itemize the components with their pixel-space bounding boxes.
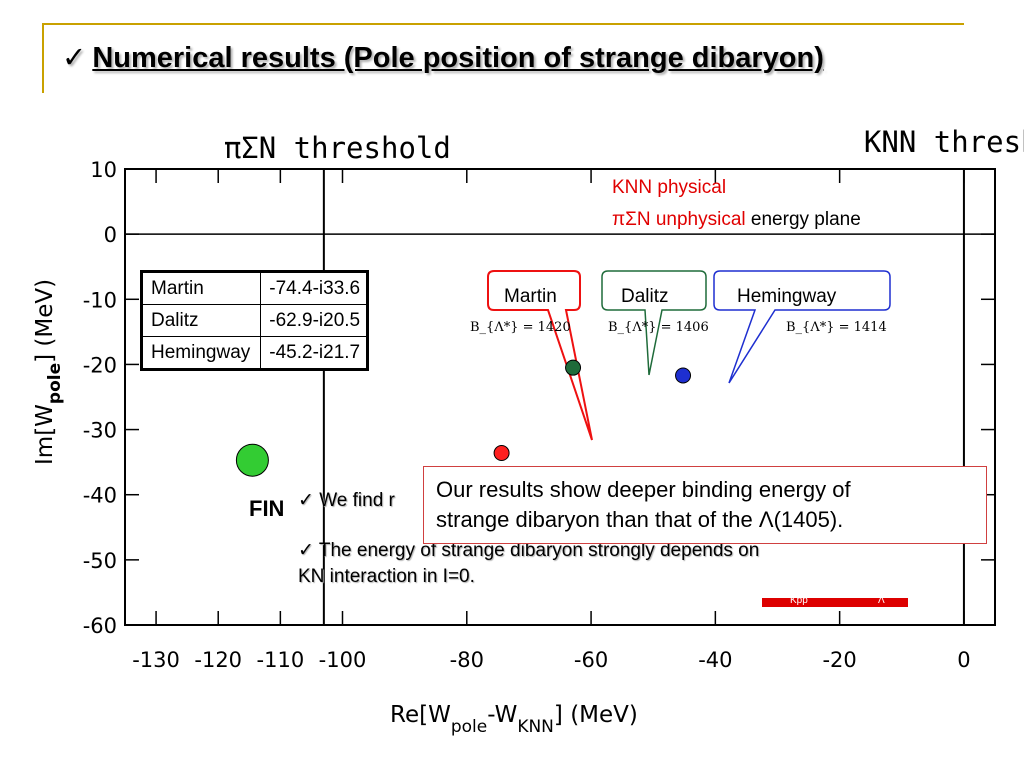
x-axis-title: Re[Wpole-WKNN] (MeV) xyxy=(390,702,638,737)
x-axis-title-sub1: pole xyxy=(451,717,487,737)
x-axis-title-end: ] (MeV) xyxy=(554,702,638,728)
martin-binding-energy: B_{Λ*} = 1420 xyxy=(470,320,571,335)
y-tick-label: 0 xyxy=(104,223,117,247)
redbar-right-text: Λ xyxy=(878,595,885,606)
pole-table: Martin -74.4-i33.6 Dalitz -62.9-i20.5 He… xyxy=(140,270,370,371)
x-tick-label: -110 xyxy=(257,648,305,672)
martin-point xyxy=(493,445,510,462)
left-rule xyxy=(42,23,44,93)
x-axis-title-mid: -W xyxy=(487,702,517,728)
dalitz-binding-energy: B_{Λ*} = 1406 xyxy=(608,320,709,335)
dalitz-point xyxy=(565,359,582,376)
x-tick-label: -80 xyxy=(450,648,484,672)
x-axis-title-sub2: KNN xyxy=(517,717,554,737)
result-line-2: strange dibaryon than that of the Λ(1405… xyxy=(436,507,844,532)
check-icon: ✓ xyxy=(62,40,87,74)
x-tick-label: -40 xyxy=(698,648,732,672)
plane-label-line2: πΣN unphysical energy plane xyxy=(612,209,861,230)
y-axis-title-sub: pole xyxy=(45,363,65,404)
x-tick-label: -120 xyxy=(194,648,242,672)
martin-callout-label: Martin xyxy=(504,286,557,307)
x-axis-title-base: Re[W xyxy=(390,702,451,728)
y-tick-label: 10 xyxy=(90,158,117,182)
martin-callout xyxy=(487,270,593,441)
table-row: Hemingway -45.2-i21.7 xyxy=(140,336,369,370)
data-points xyxy=(235,359,692,477)
y-tick-label: -60 xyxy=(83,614,117,638)
y-tick-label: -40 xyxy=(83,484,117,508)
y-tick-label: -30 xyxy=(83,419,117,443)
pisigman-threshold-label: πΣN threshold xyxy=(224,131,451,165)
y-axis-title-end: ] (MeV) xyxy=(32,279,58,363)
dalitz-callout-label: Dalitz xyxy=(621,286,669,307)
y-tick-labels: 10 0 -10 -20 -30 -40 -50 -60 xyxy=(83,158,117,638)
x-tick-label: 0 xyxy=(957,648,970,672)
table-cell-value: -45.2-i21.7 xyxy=(260,336,369,370)
slide-title-text: Numerical results (Pole position of stra… xyxy=(92,42,824,74)
y-tick-label: -10 xyxy=(83,288,117,312)
x-tick-label: -60 xyxy=(574,648,608,672)
y-tick-label: -50 xyxy=(83,549,117,573)
red-bar: Kpp Λ xyxy=(762,595,908,607)
y-axis-title: Im[Wpole] (MeV) xyxy=(32,279,65,465)
plane-label-unphysical: πΣN unphysical xyxy=(612,209,746,230)
reference-point xyxy=(235,443,269,477)
slide-title: ✓ Numerical results (Pole position of str… xyxy=(62,40,824,75)
dalitz-callout xyxy=(601,270,707,376)
x-tick-label: -20 xyxy=(822,648,856,672)
hemingway-callout xyxy=(713,270,891,384)
knn-threshold-label: KNN threshold xyxy=(864,125,1024,159)
plane-label-energy-plane: energy plane xyxy=(746,209,861,230)
y-tick-label: -20 xyxy=(83,353,117,377)
bullet-1: ✓ We find r xyxy=(298,490,395,511)
result-box: Our results show deeper binding energy o… xyxy=(423,466,987,544)
bullet-2: ✓ The energy of strange dibaryon strongl… xyxy=(298,540,760,561)
bullet-3: KN interaction in I=0. xyxy=(298,566,475,587)
table-cell-value: -74.4-i33.6 xyxy=(260,271,369,305)
result-line-1: Our results show deeper binding energy o… xyxy=(436,477,851,502)
plot-frame xyxy=(124,168,996,626)
y-axis-title-base: Im[W xyxy=(32,404,58,465)
grid-lines xyxy=(125,169,995,625)
table-row: Martin -74.4-i33.6 xyxy=(140,271,369,305)
table-cell-value: -62.9-i20.5 xyxy=(260,304,369,337)
table-cell-name: Martin xyxy=(140,271,262,305)
x-tick-label: -130 xyxy=(132,648,180,672)
table-cell-name: Dalitz xyxy=(140,304,262,337)
hemingway-point xyxy=(675,367,692,384)
hemingway-binding-energy: B_{Λ*} = 1414 xyxy=(786,320,887,335)
bullet-list: ✓ We find r ✓ The energy of strange diba… xyxy=(298,488,759,590)
top-rule xyxy=(42,23,964,25)
x-tick-label: -100 xyxy=(319,648,367,672)
plane-label-line1: KNN physical xyxy=(612,177,726,198)
hemingway-callout-label: Hemingway xyxy=(737,286,837,307)
fin-fragment: FIN xyxy=(249,496,285,521)
table-cell-name: Hemingway xyxy=(140,336,262,370)
x-tick-labels: -130 -120 -110 -100 -80 -60 -40 -20 0 xyxy=(132,648,970,672)
table-row: Dalitz -62.9-i20.5 xyxy=(140,304,369,337)
redbar-left-text: Kpp xyxy=(790,595,808,606)
